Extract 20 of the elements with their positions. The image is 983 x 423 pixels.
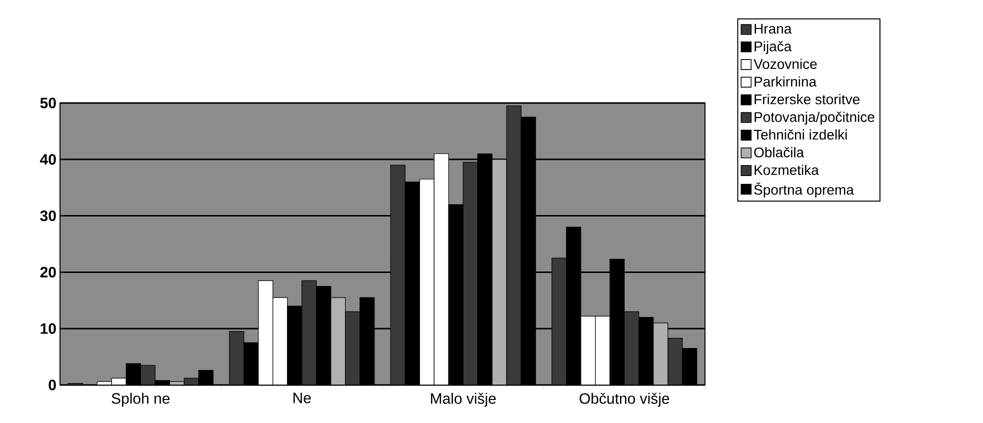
- legend-label: Pijača: [754, 41, 792, 54]
- legend-label: Parkirnina: [754, 76, 817, 87]
- legend-label: Športna oprema: [754, 182, 854, 198]
- legend-label: Kozmetika: [754, 164, 819, 176]
- y-tick-label: 10: [40, 323, 56, 334]
- x-tick-label: Sploh ne: [112, 392, 170, 407]
- x-tick-label: Malo višje: [431, 392, 496, 407]
- x-tick-label: Občutno višje: [580, 392, 670, 407]
- legend-label: Vozovnice: [754, 58, 817, 70]
- y-tick-label: 50: [40, 98, 56, 108]
- y-tick-label: 0: [48, 380, 56, 390]
- y-tick-label: 40: [40, 154, 56, 165]
- legend-label: Tehnični izdelki: [754, 129, 847, 140]
- legend-label: Oblačila: [754, 147, 804, 158]
- legend-label: Frizerske storitve: [754, 94, 860, 104]
- y-tick-label: 20: [40, 266, 56, 278]
- x-tick-label: Ne: [294, 392, 311, 404]
- legend-label: Potovanja/počitnice: [754, 112, 874, 125]
- legend-label: Hrana: [754, 24, 792, 34]
- y-tick-label: 30: [40, 210, 56, 222]
